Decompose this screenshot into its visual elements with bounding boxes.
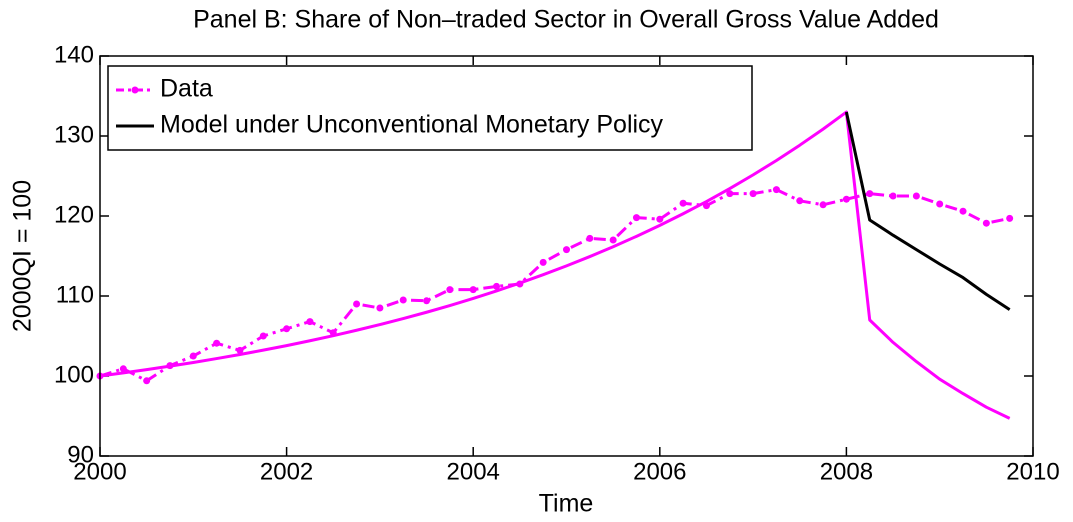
data-point <box>143 377 151 385</box>
data-point <box>469 286 477 294</box>
x-tick-label: 2004 <box>447 458 500 485</box>
y-axis-label: 2000QI = 100 <box>9 180 37 332</box>
data-point <box>213 339 221 347</box>
data-point <box>796 197 804 205</box>
y-tick-label: 110 <box>56 281 94 308</box>
y-tick-label: 140 <box>54 41 94 68</box>
data-point <box>306 318 314 326</box>
data-point <box>493 282 501 290</box>
data-point <box>259 332 267 340</box>
legend-label: Model under Unconventional Monetary Poli… <box>160 111 664 139</box>
x-axis-label: Time <box>539 490 594 518</box>
data-point <box>889 192 897 200</box>
data-point <box>353 300 361 308</box>
data-point <box>679 199 687 207</box>
data-point <box>236 346 244 354</box>
legend-box <box>107 65 753 151</box>
data-point <box>586 234 594 242</box>
series-line <box>844 111 1011 311</box>
data-point <box>912 192 920 200</box>
data-point <box>539 258 547 266</box>
data-point <box>609 236 617 244</box>
data-point <box>1006 214 1014 222</box>
data-point <box>119 365 127 373</box>
data-point <box>376 304 384 312</box>
data-point <box>982 219 990 227</box>
legend-label: Data <box>160 75 213 103</box>
series-line <box>99 110 1011 420</box>
data-point <box>772 186 780 194</box>
data-point <box>726 190 734 198</box>
data-point <box>283 325 291 333</box>
data-point <box>959 207 967 215</box>
data-point <box>842 195 850 203</box>
x-tick-label: 2006 <box>633 458 686 485</box>
plot-frame <box>99 55 1034 457</box>
data-point <box>399 296 407 304</box>
data-point <box>749 190 757 198</box>
data-point <box>656 215 664 223</box>
y-tick-label: 90 <box>67 441 94 468</box>
data-point <box>446 286 454 294</box>
y-tick-label: 100 <box>54 361 94 388</box>
x-tick-label: 2008 <box>820 458 873 485</box>
data-point <box>866 190 874 198</box>
data-point <box>423 297 431 305</box>
data-point <box>936 200 944 208</box>
legend-marker <box>131 86 139 94</box>
chart-title: Panel B: Share of Non–traded Sector in O… <box>193 6 939 34</box>
data-point <box>189 352 197 360</box>
series-line <box>99 188 1010 383</box>
y-tick-label: 130 <box>54 121 94 148</box>
y-tick-label: 120 <box>54 201 94 228</box>
x-tick-label: 2002 <box>260 458 313 485</box>
x-tick-label: 2000 <box>73 458 126 485</box>
data-point <box>819 201 827 209</box>
data-point <box>632 214 640 222</box>
data-point <box>563 246 570 254</box>
x-tick-label: 2010 <box>1006 458 1059 485</box>
